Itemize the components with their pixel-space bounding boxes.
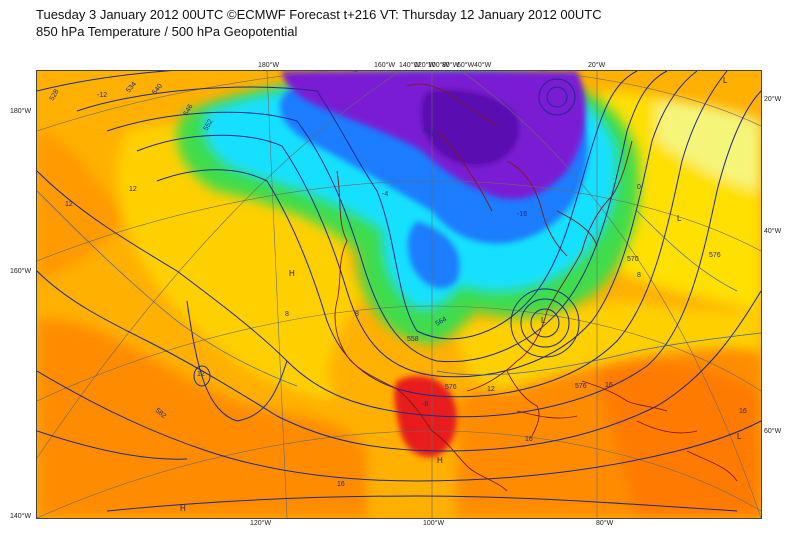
bottom-lon-label: 100°W bbox=[423, 520, 445, 527]
pressure-markers: H L L L H H L bbox=[180, 76, 742, 513]
top-lon-label: 160°W bbox=[374, 62, 396, 69]
svg-text:576: 576 bbox=[575, 383, 587, 390]
top-lon-label: 140°W bbox=[399, 62, 421, 69]
svg-text:16: 16 bbox=[525, 436, 533, 443]
svg-text:12: 12 bbox=[487, 386, 495, 393]
svg-text:558: 558 bbox=[407, 336, 419, 343]
svg-text:12: 12 bbox=[129, 186, 137, 193]
low-mark: L bbox=[723, 76, 728, 85]
svg-text:-16: -16 bbox=[517, 211, 527, 218]
low-mark: L bbox=[541, 316, 546, 325]
svg-text:-8: -8 bbox=[422, 401, 428, 408]
svg-text:0: 0 bbox=[637, 184, 641, 191]
svg-text:8: 8 bbox=[355, 311, 359, 318]
title-line-1: Tuesday 3 January 2012 00UTC ©ECMWF Fore… bbox=[36, 7, 602, 22]
temperature-contours bbox=[37, 190, 761, 387]
svg-text:558: 558 bbox=[421, 127, 435, 139]
map-title: Tuesday 3 January 2012 00UTC ©ECMWF Fore… bbox=[36, 6, 602, 40]
left-lon-label: 160°W bbox=[10, 268, 32, 275]
top-lon-label: 40°W bbox=[474, 62, 492, 69]
left-lon-label: 180°W bbox=[10, 108, 32, 115]
top-lon-label: 180°W bbox=[258, 62, 280, 69]
geopotential-contours bbox=[37, 71, 761, 512]
svg-text:552: 552 bbox=[203, 118, 215, 132]
bottom-lon-label: 120°W bbox=[250, 520, 272, 527]
svg-text:8: 8 bbox=[285, 311, 289, 318]
high-mark: H bbox=[289, 269, 295, 278]
top-lon-label: 20°W bbox=[588, 62, 606, 69]
right-lon-label: 40°W bbox=[764, 228, 782, 235]
temperature-value-tags: -12 12 12 -8 12 16 16 8 8 12 -4 0 8 16 1… bbox=[65, 92, 747, 488]
top-lon-label: 80°W bbox=[442, 62, 460, 69]
forecast-map: H L L L H H L 528 534 540 546 552 558 56… bbox=[36, 70, 762, 519]
low-mark: L bbox=[737, 432, 742, 441]
top-lon-label: 60°W bbox=[457, 62, 475, 69]
low-mark: L bbox=[677, 214, 682, 223]
svg-text:528: 528 bbox=[49, 88, 61, 102]
svg-text:546: 546 bbox=[183, 103, 195, 117]
temperature-purple-core bbox=[282, 71, 586, 200]
map-canvas: H L L L H H L 528 534 540 546 552 558 56… bbox=[37, 71, 761, 518]
bottom-lon-label: 80°W bbox=[596, 520, 614, 527]
svg-text:-12: -12 bbox=[97, 92, 107, 99]
svg-text:16: 16 bbox=[605, 382, 613, 389]
high-mark: H bbox=[437, 456, 443, 465]
right-lon-label: 20°W bbox=[764, 96, 782, 103]
high-mark: H bbox=[180, 504, 186, 513]
svg-text:576: 576 bbox=[709, 252, 721, 259]
left-lon-label: 140°W bbox=[10, 513, 32, 520]
svg-text:16: 16 bbox=[739, 408, 747, 415]
svg-text:16: 16 bbox=[337, 481, 345, 488]
svg-text:8: 8 bbox=[637, 272, 641, 279]
svg-text:12: 12 bbox=[197, 371, 205, 378]
svg-text:576: 576 bbox=[445, 384, 457, 391]
svg-text:-4: -4 bbox=[382, 191, 388, 198]
title-line-2: 850 hPa Temperature / 500 hPa Geopotenti… bbox=[36, 24, 298, 39]
svg-text:12: 12 bbox=[65, 201, 73, 208]
svg-text:564: 564 bbox=[435, 316, 449, 328]
top-lon-label: 100°W bbox=[428, 62, 450, 69]
top-lon-label: 120°W bbox=[414, 62, 436, 69]
svg-text:570: 570 bbox=[627, 256, 639, 263]
right-lon-label: 60°W bbox=[764, 428, 782, 435]
coastlines bbox=[334, 83, 738, 492]
